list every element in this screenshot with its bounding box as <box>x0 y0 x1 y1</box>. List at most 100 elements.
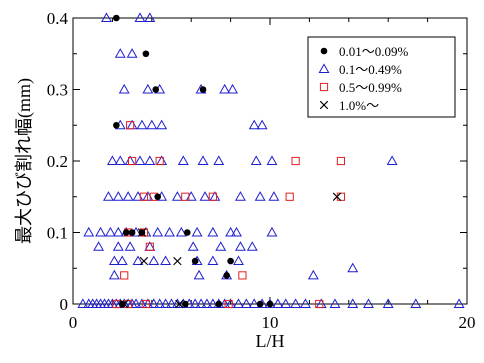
data-point <box>132 255 144 266</box>
data-point <box>112 241 124 251</box>
data-point <box>175 226 187 237</box>
data-points <box>77 12 465 309</box>
data-point <box>102 191 114 201</box>
data-point <box>207 298 219 308</box>
data-point <box>166 298 177 308</box>
x-tick-label: 20 <box>459 313 476 332</box>
data-point <box>181 300 189 308</box>
data-point <box>223 272 230 279</box>
x-marker-stroke <box>139 256 149 266</box>
data-point <box>233 298 244 308</box>
data-point <box>148 298 160 308</box>
y-tick-label: 0.1 <box>47 224 68 243</box>
x-marker-stroke <box>173 256 182 266</box>
data-point <box>291 156 300 166</box>
data-point <box>139 192 149 201</box>
data-point <box>128 156 137 166</box>
data-point <box>199 86 207 93</box>
data-point <box>272 298 284 308</box>
data-point <box>187 241 199 251</box>
legend-label: 0.5～0.99% <box>339 80 402 95</box>
data-point <box>122 229 130 236</box>
data-point <box>201 298 213 308</box>
x-axis-title: L/H <box>256 331 285 351</box>
data-point <box>148 255 160 266</box>
data-point <box>126 48 138 58</box>
data-point <box>101 12 112 22</box>
data-point <box>248 119 260 130</box>
data-point <box>453 298 465 308</box>
data-point <box>152 86 160 93</box>
data-point <box>315 299 324 309</box>
data-point <box>142 50 150 58</box>
data-point <box>246 241 258 251</box>
data-point <box>77 298 89 308</box>
data-point <box>104 226 116 237</box>
data-point <box>268 191 280 201</box>
data-point <box>154 298 166 308</box>
data-point <box>238 271 247 280</box>
data-point <box>108 269 120 280</box>
data-point <box>156 119 168 130</box>
data-point <box>234 241 246 251</box>
legend-marker <box>319 82 329 92</box>
data-point <box>213 155 225 165</box>
data-point <box>240 298 252 308</box>
data-point <box>208 192 217 201</box>
data-point <box>108 255 120 266</box>
data-point <box>160 298 172 308</box>
x-marker-stroke <box>175 299 184 309</box>
data-point <box>118 83 130 94</box>
data-point <box>164 226 175 237</box>
data-point <box>155 156 164 166</box>
data-point <box>347 298 359 308</box>
data-point <box>114 155 126 165</box>
data-point <box>113 14 120 22</box>
data-point <box>386 155 398 165</box>
data-point <box>256 119 268 130</box>
data-point <box>207 226 219 237</box>
data-point <box>234 191 246 201</box>
data-point <box>280 298 292 308</box>
x-marker-stroke <box>319 100 329 110</box>
data-point <box>175 299 184 309</box>
data-point <box>160 255 172 266</box>
legend-marker <box>320 47 328 55</box>
data-point <box>138 229 146 236</box>
data-point <box>266 226 278 237</box>
data-point <box>191 257 199 265</box>
y-tick-label: 0.4 <box>47 9 69 28</box>
data-point <box>363 298 374 308</box>
data-point <box>152 226 164 237</box>
data-point <box>347 262 359 273</box>
x-marker-stroke <box>332 192 342 201</box>
data-point <box>215 300 223 308</box>
data-point <box>177 155 189 165</box>
data-point <box>114 48 126 58</box>
data-point <box>193 269 205 280</box>
data-point <box>136 119 148 130</box>
data-point <box>299 298 311 308</box>
data-point <box>189 298 201 308</box>
data-point <box>225 226 237 237</box>
legend-marker <box>319 100 329 110</box>
data-point <box>145 242 154 251</box>
legend-box <box>307 36 456 118</box>
data-point <box>144 155 156 165</box>
data-point <box>144 12 156 22</box>
data-point <box>256 300 264 308</box>
data-point <box>207 255 219 266</box>
data-point <box>141 299 150 309</box>
data-point <box>231 226 242 237</box>
data-point <box>266 300 274 308</box>
data-point <box>332 192 342 201</box>
tick-labels: 0 10 20 0 0.1 0.2 0.3 0.4 <box>47 9 476 332</box>
data-point <box>191 226 203 237</box>
data-point <box>154 193 162 201</box>
data-point <box>112 191 124 201</box>
data-point <box>336 156 346 166</box>
data-point <box>113 121 120 129</box>
data-point <box>95 226 107 237</box>
data-point <box>195 298 207 308</box>
